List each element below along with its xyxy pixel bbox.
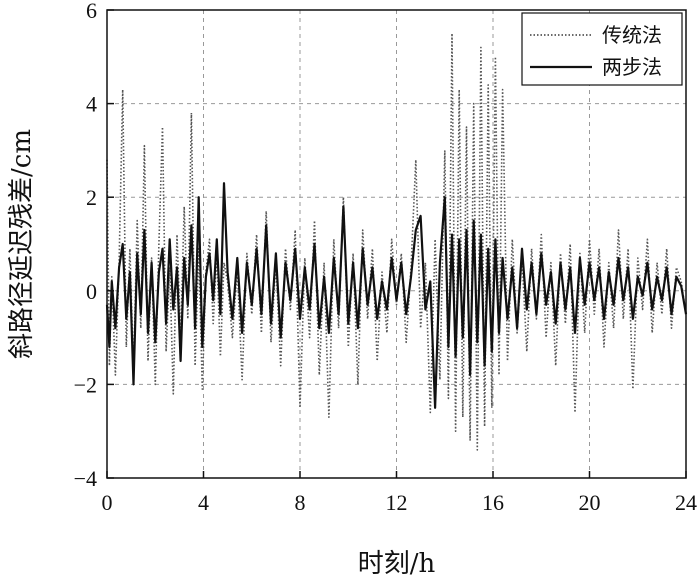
legend-label-two-step: 两步法 <box>602 55 662 79</box>
x-tick-label: 12 <box>386 490 408 515</box>
x-tick-label: 0 <box>102 490 113 515</box>
series-line-1 <box>105 182 688 409</box>
x-tick-label: 4 <box>198 490 209 515</box>
y-tick-label: −2 <box>74 372 97 397</box>
x-tick-label: 20 <box>579 490 601 515</box>
y-tick-label: 4 <box>86 92 97 117</box>
y-axis-title: 斜路径延迟残差/cm <box>7 129 37 359</box>
legend: 传统法 两步法 <box>521 12 683 86</box>
legend-box <box>521 12 683 86</box>
legend-label-traditional: 传统法 <box>602 23 662 47</box>
x-tick-label: 24 <box>675 490 697 515</box>
x-axis-title: 时刻/h <box>358 549 436 579</box>
y-tick-label: −4 <box>74 466 97 491</box>
x-tick-label: 16 <box>482 490 504 515</box>
series-group <box>105 32 688 451</box>
x-tick-label: 8 <box>295 490 306 515</box>
y-tick-label: 6 <box>86 0 97 23</box>
y-tick-label: 0 <box>86 279 97 304</box>
y-tick-label: 2 <box>86 185 97 210</box>
